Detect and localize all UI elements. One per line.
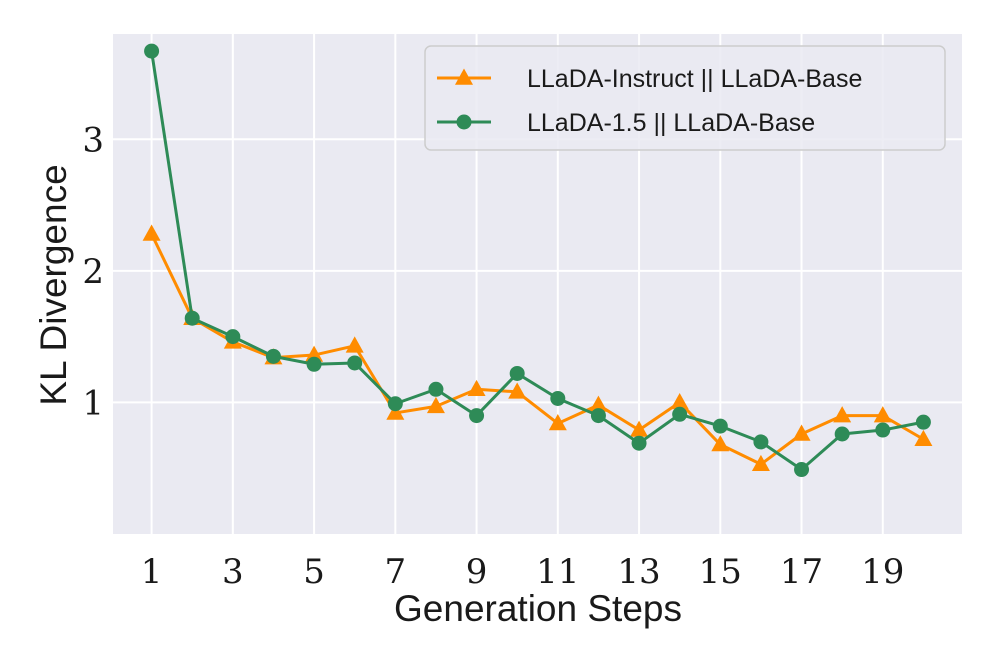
series-2-point-9 [469,408,485,424]
series-2-point-19 [875,422,891,438]
legend-label-1: LLaDA-Instruct || LLaDA-Base [527,65,862,93]
series-2-point-3 [225,329,241,345]
legend-marker-1 [455,68,473,85]
x-tick-label-3: 3 [222,552,244,592]
legend: LLaDA-Instruct || LLaDA-Base LLaDA-1.5 ||… [424,45,946,151]
x-tick-label-19: 19 [861,552,904,592]
series-1-point-14 [670,392,689,410]
series-layer [142,43,933,478]
series-1-point-13 [630,420,649,437]
series-2-point-4 [265,348,281,364]
x-tick-label-9: 9 [466,552,488,592]
x-tick-label-13: 13 [617,552,660,592]
series-1-point-12 [589,395,608,412]
series-1-point-9 [467,379,486,397]
series-2-point-16 [753,434,769,450]
series-2-point-18 [834,426,850,442]
series-2-point-6 [347,355,363,371]
series-2-point-5 [306,356,322,372]
series-2-point-13 [631,435,647,451]
legend-label-2: LLaDA-1.5 || LLaDA-Base [527,109,815,137]
series-1-point-17 [792,424,811,441]
legend-box [424,45,946,151]
y-axis-title: KL Divergence [33,164,74,405]
series-2-point-20 [915,414,931,430]
x-tick-label-1: 1 [141,552,163,592]
legend-entry-2: LLaDA-1.5 || LLaDA-Base [437,109,815,137]
legend-marker-2 [456,114,472,130]
series-2-point-14 [672,406,688,422]
legend-entry-1: LLaDA-Instruct || LLaDA-Base [437,65,862,93]
series-2-point-1 [144,43,160,59]
series-2-point-15 [712,418,728,434]
y-tick-label-2: 2 [82,252,104,292]
series-2-point-10 [509,365,525,381]
series-1-point-7 [386,403,405,420]
series-1-point-16 [751,454,770,472]
x-axis-title: Generation Steps [394,588,682,629]
x-tick-label-11: 11 [536,552,579,592]
series-1-point-11 [548,414,567,431]
series-2-point-17 [794,462,810,478]
series-1-point-15 [711,435,730,452]
series-2 [144,43,931,478]
series-2-point-11 [550,390,566,406]
series-2-point-2 [184,310,200,326]
series-1-point-1 [142,224,161,241]
y-tick-label-1: 1 [82,383,104,423]
x-tick-label-17: 17 [780,552,823,592]
y-tick-label-3: 3 [82,120,104,160]
series-1-point-8 [426,396,445,414]
x-tick-label-15: 15 [699,552,742,592]
series-2-point-7 [387,396,403,412]
x-tick-label-7: 7 [385,552,407,592]
series-1-point-20 [914,429,933,447]
series-1-point-19 [873,406,892,423]
x-tick-label-5: 5 [303,552,325,592]
series-2-point-8 [428,381,444,397]
series-1-point-10 [508,382,527,399]
series-1-point-5 [305,345,324,362]
series-2-point-12 [590,408,606,424]
series-1-point-6 [345,336,364,353]
series-1-point-18 [833,406,852,423]
